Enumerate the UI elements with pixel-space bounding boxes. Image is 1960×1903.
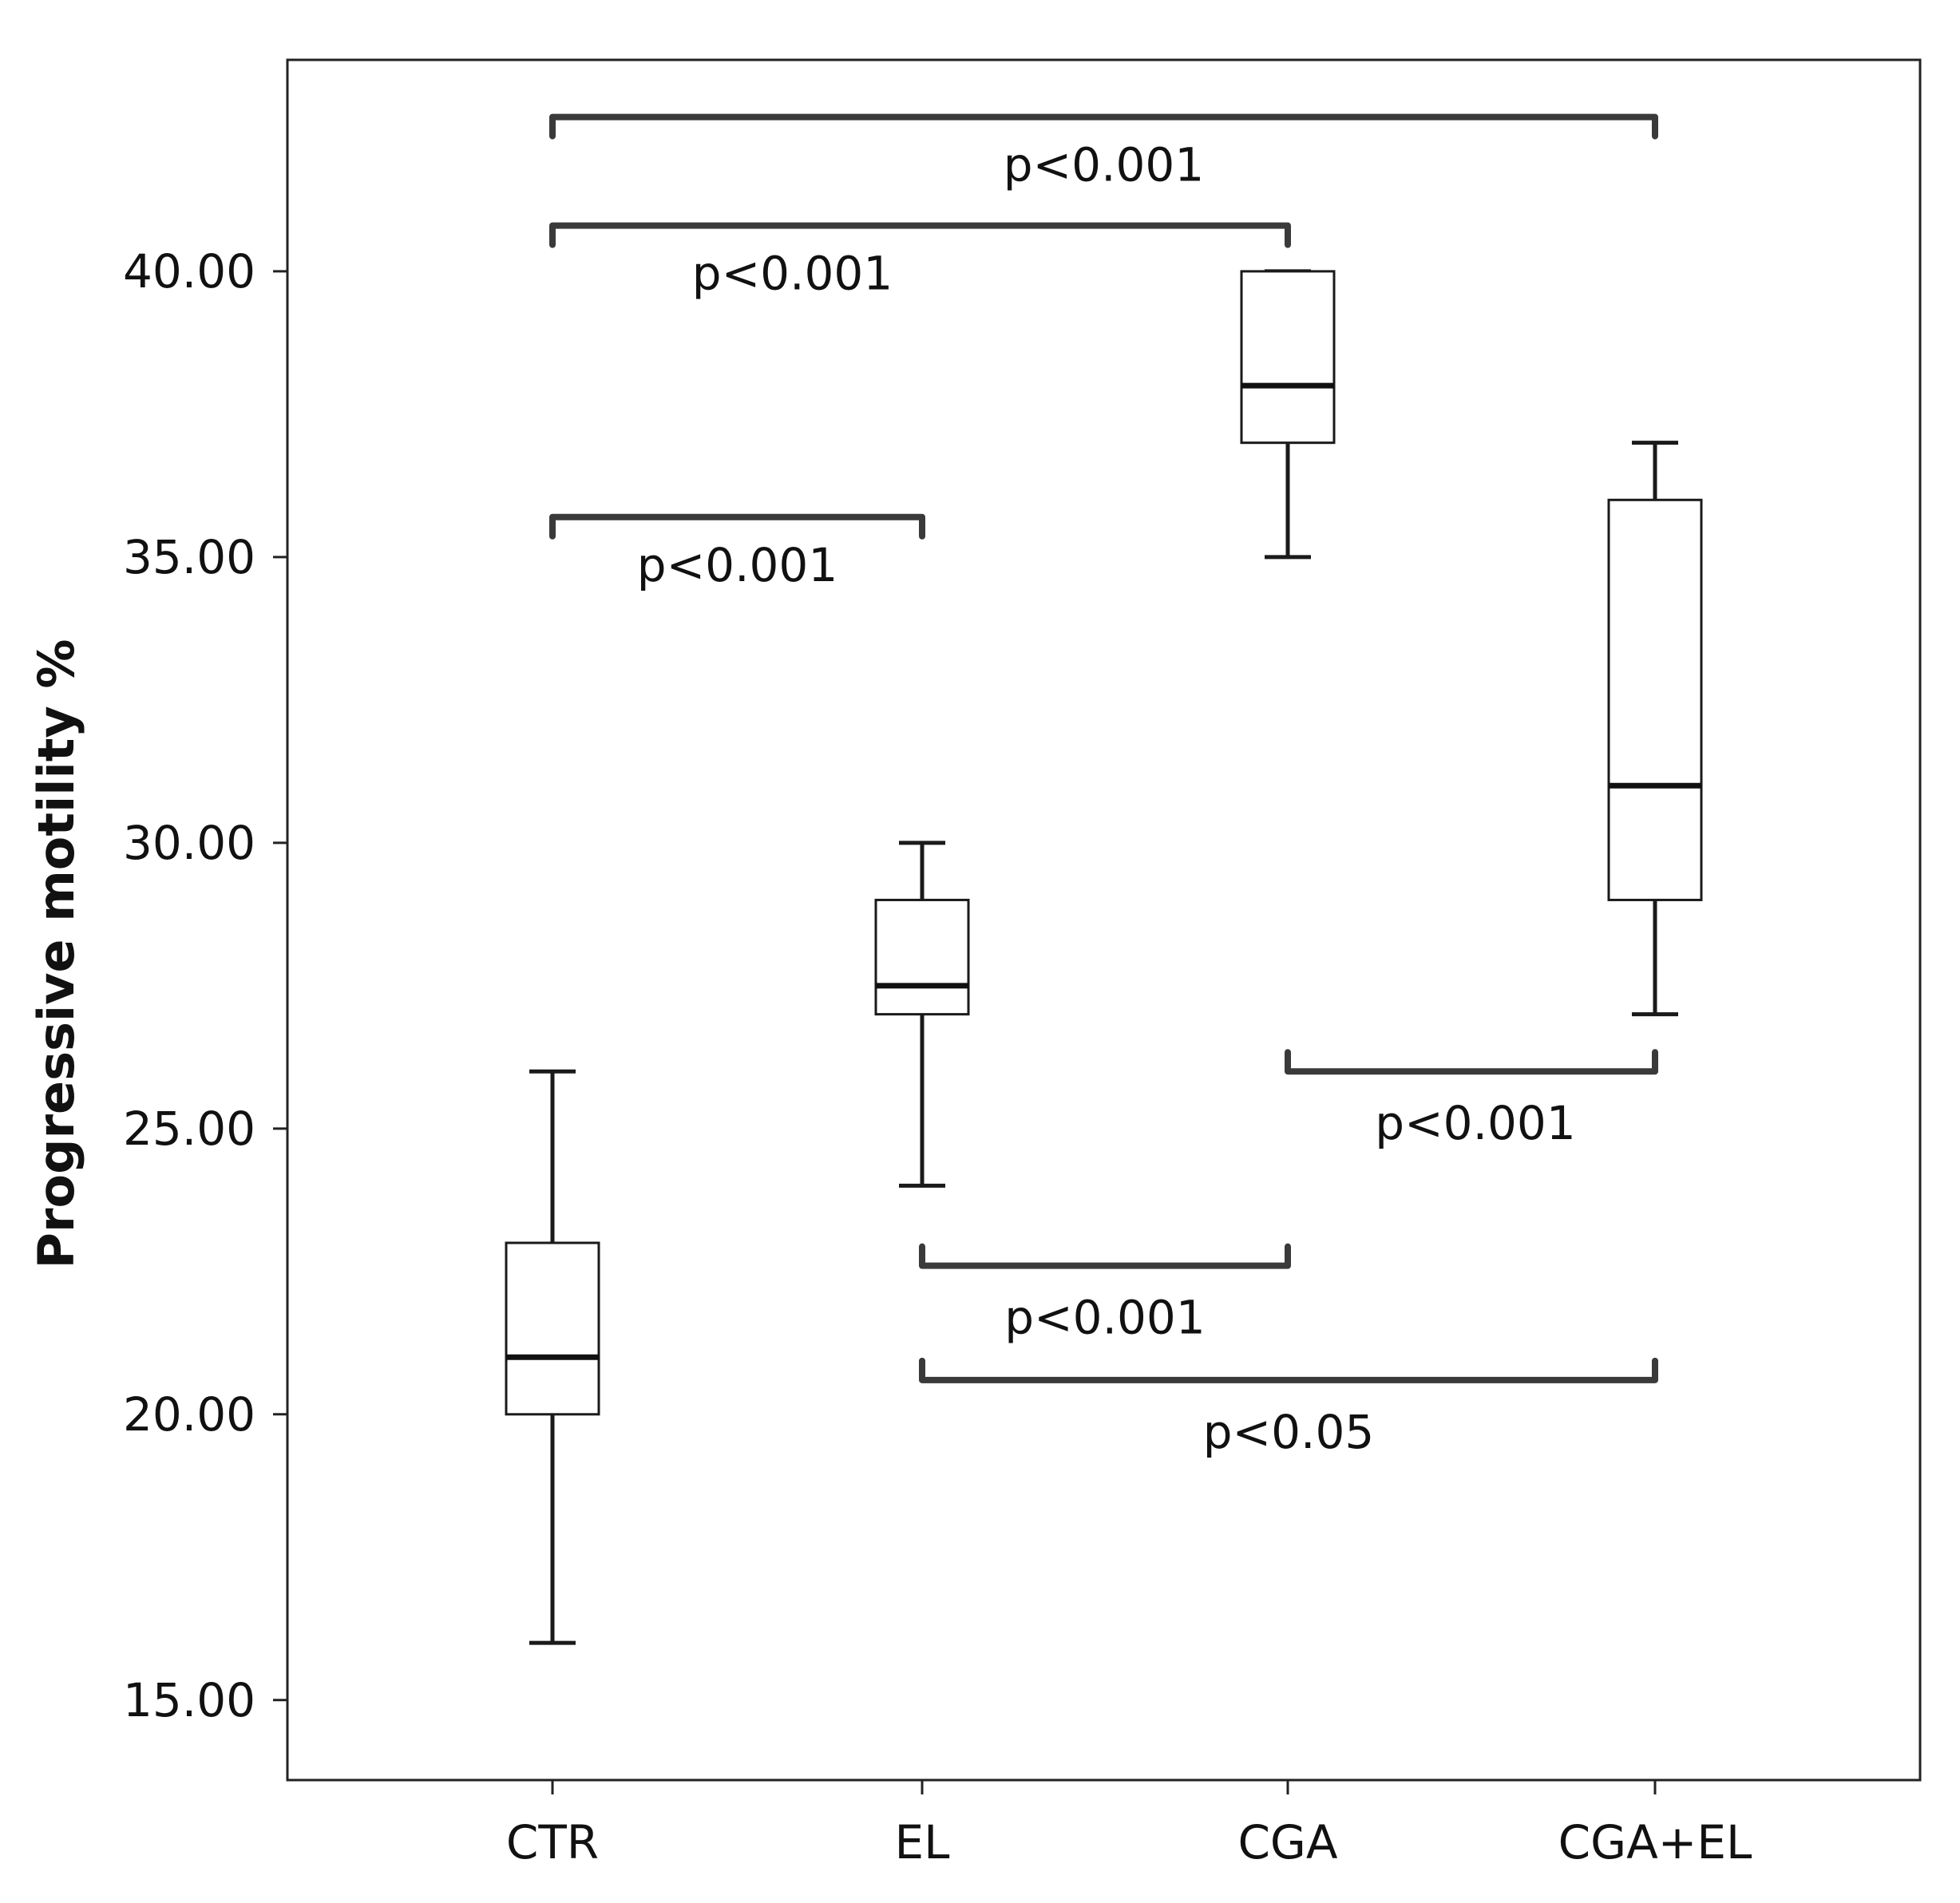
p-value-label: p<0.05 [1203,1405,1375,1459]
x-axis: CTR EL CGA CGA+EL [506,1780,1752,1869]
p-value-label: p<0.001 [1375,1096,1575,1150]
iqr-box [874,898,970,1016]
y-tick-label: 30.00 [123,816,255,870]
comparison-bracket: p<0.05 [919,1357,1658,1459]
bracket-line [549,513,925,540]
y-tick-label: 20.00 [123,1387,255,1442]
box-el [874,841,970,1188]
p-value-label: p<0.001 [637,538,837,592]
p-value-label: p<0.001 [1004,138,1204,192]
y-tick-label: 35.00 [123,530,255,584]
p-value-label: p<0.001 [692,247,893,301]
x-tick-label: CGA [1237,1815,1337,1869]
y-axis: 15.00 20.00 25.00 30.00 35.00 40.00 [123,244,287,1727]
box-cga-el [1607,441,1703,1017]
p-value-label: p<0.001 [1004,1291,1205,1345]
bracket-line [549,113,1658,140]
y-tick-label: 40.00 [123,244,255,299]
plot-frame [286,58,1922,1782]
box-series [505,269,1703,1645]
bracket-line [549,222,1291,248]
bracket-line [919,1243,1291,1269]
box-ctr [505,1069,600,1645]
comparison-bracket: p<0.001 [549,513,925,592]
x-tick-label: CGA+EL [1558,1815,1752,1869]
bracket-line [1285,1049,1658,1075]
iqr-box [505,1241,600,1416]
iqr-box [1240,270,1336,445]
y-tick-label: 15.00 [123,1673,255,1727]
comparison-bracket: p<0.001 [1285,1049,1658,1150]
y-axis-title: Progressive motility % [27,639,85,1268]
y-tick-label: 25.00 [123,1102,255,1156]
comparison-bracket: p<0.001 [919,1243,1291,1345]
box-cga [1240,269,1336,560]
comparison-bracket: p<0.001 [549,222,1291,301]
comparison-bracket: p<0.001 [549,113,1658,192]
x-tick-label: CTR [506,1815,599,1869]
iqr-box [1607,498,1703,901]
significance-brackets: p<0.001 p<0.001 p<0.001 p<0.001 p<0.001 p<0.0… [549,113,1658,1459]
x-tick-label: EL [895,1815,950,1869]
bracket-line [919,1357,1658,1383]
